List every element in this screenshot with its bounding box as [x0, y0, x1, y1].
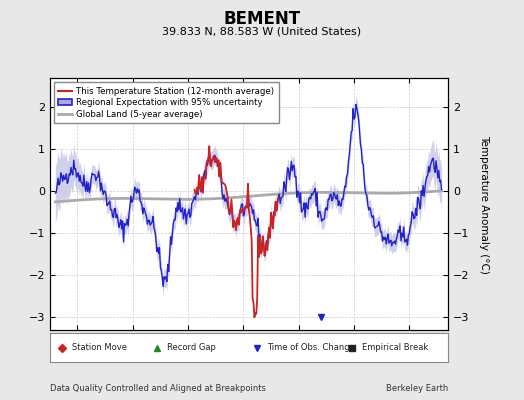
Text: Berkeley Earth: Berkeley Earth: [386, 384, 448, 393]
Text: Station Move: Station Move: [72, 343, 127, 352]
Y-axis label: Temperature Anomaly (°C): Temperature Anomaly (°C): [479, 134, 489, 274]
Legend: This Temperature Station (12-month average), Regional Expectation with 95% uncer: This Temperature Station (12-month avera…: [54, 82, 279, 123]
Text: Time of Obs. Change: Time of Obs. Change: [267, 343, 355, 352]
Text: 39.833 N, 88.583 W (United States): 39.833 N, 88.583 W (United States): [162, 26, 362, 36]
Text: Empirical Break: Empirical Break: [363, 343, 429, 352]
Text: Record Gap: Record Gap: [167, 343, 216, 352]
Text: BEMENT: BEMENT: [223, 10, 301, 28]
Text: Data Quality Controlled and Aligned at Breakpoints: Data Quality Controlled and Aligned at B…: [50, 384, 266, 393]
